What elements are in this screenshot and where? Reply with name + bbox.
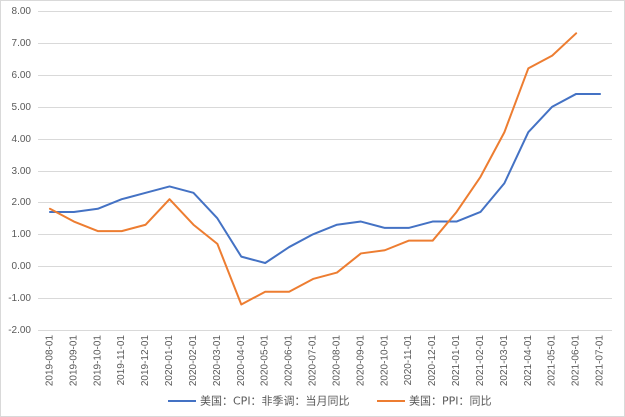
plot-area bbox=[48, 31, 602, 306]
y-tick-label: 3.00 bbox=[12, 166, 32, 177]
ppi-data-point bbox=[239, 302, 243, 306]
y-tick-label: 5.00 bbox=[12, 102, 32, 113]
ppi-data-point bbox=[144, 223, 148, 227]
x-tick-label: 2021-01-01 bbox=[451, 335, 462, 387]
cpi-data-point bbox=[407, 226, 411, 230]
ppi-data-point bbox=[72, 220, 76, 224]
y-tick-label: 7.00 bbox=[12, 38, 32, 49]
cpi-data-point bbox=[502, 181, 506, 185]
cpi-data-point bbox=[120, 197, 124, 201]
ppi-data-point bbox=[407, 239, 411, 243]
x-tick-label: 2020-06-01 bbox=[284, 335, 295, 387]
ppi-data-point bbox=[120, 229, 124, 233]
x-tick-label: 2021-03-01 bbox=[499, 335, 510, 387]
cpi-data-point bbox=[96, 207, 100, 211]
cpi-data-point bbox=[335, 223, 339, 227]
ppi-data-point bbox=[431, 239, 435, 243]
series-line-ppi bbox=[48, 32, 578, 306]
cpi-data-point bbox=[287, 245, 291, 249]
cpi-data-point bbox=[144, 191, 148, 195]
cpi-data-point bbox=[72, 210, 76, 214]
cpi-data-point bbox=[478, 210, 482, 214]
x-tick-label: 2020-07-01 bbox=[308, 335, 319, 387]
x-tick-label: 2020-09-01 bbox=[355, 335, 366, 387]
y-tick-label: 6.00 bbox=[12, 70, 32, 81]
y-tick-label: 0.00 bbox=[12, 261, 32, 272]
y-tick-label: -1.00 bbox=[8, 293, 31, 304]
x-tick-label: 2020-01-01 bbox=[164, 335, 175, 387]
x-tick-label: 2021-02-01 bbox=[475, 335, 486, 387]
legend-label-ppi: 美国：PPI：同比 bbox=[409, 395, 492, 408]
y-tick-label: 1.00 bbox=[12, 229, 32, 240]
cpi-data-point bbox=[383, 226, 387, 230]
x-tick-label: 2020-02-01 bbox=[188, 335, 199, 387]
ppi-data-point bbox=[455, 210, 459, 214]
x-tick-label: 2021-04-01 bbox=[523, 335, 534, 387]
ppi-data-point bbox=[359, 251, 363, 255]
y-axis: 8.00 7.00 6.00 5.00 4.00 3.00 2.00 1.00 0.00 -1.0… bbox=[8, 6, 31, 336]
ppi-data-point bbox=[168, 197, 172, 201]
ppi-data-point bbox=[215, 242, 219, 246]
cpi-data-point bbox=[191, 191, 195, 195]
ppi-data-point bbox=[335, 271, 339, 275]
cpi-data-point bbox=[574, 92, 578, 96]
x-tick-label: 2020-10-01 bbox=[379, 335, 390, 387]
cpi-data-point bbox=[311, 232, 315, 236]
ppi-data-point bbox=[550, 54, 554, 58]
x-tick-label: 2019-09-01 bbox=[68, 335, 79, 387]
cpi-data-point bbox=[263, 261, 267, 265]
x-axis: 2019-08-01 2019-09-01 2019-10-01 2019-11-01… bbox=[44, 335, 605, 387]
y-tick-label: 4.00 bbox=[12, 134, 32, 145]
ppi-data-point bbox=[96, 229, 100, 233]
x-tick-label: 2020-08-01 bbox=[331, 335, 342, 387]
legend-label-cpi: 美国：CPI：非季调：当月同比 bbox=[200, 394, 350, 408]
x-tick-label: 2021-07-01 bbox=[595, 335, 606, 387]
x-tick-label: 2020-04-01 bbox=[236, 335, 247, 387]
cpi-data-point bbox=[526, 130, 530, 134]
ppi-data-point bbox=[383, 248, 387, 252]
x-tick-label: 2020-12-01 bbox=[427, 335, 438, 387]
cpi-data-point bbox=[359, 220, 363, 224]
x-tick-label: 2019-11-01 bbox=[116, 335, 127, 386]
legend-item-cpi: 美国：CPI：非季调：当月同比 bbox=[168, 394, 350, 408]
x-tick-label: 2020-11-01 bbox=[403, 335, 414, 386]
ppi-data-point bbox=[478, 175, 482, 179]
cpi-data-point bbox=[168, 184, 172, 188]
x-tick-label: 2020-05-01 bbox=[260, 335, 271, 387]
cpi-data-point bbox=[239, 255, 243, 259]
cpi-data-point bbox=[215, 216, 219, 220]
x-tick-label: 2019-10-01 bbox=[92, 335, 103, 387]
ppi-data-point bbox=[574, 31, 578, 35]
ppi-data-point bbox=[502, 130, 506, 134]
ppi-data-point bbox=[311, 277, 315, 281]
legend-item-ppi: 美国：PPI：同比 bbox=[377, 395, 492, 408]
gridlines bbox=[38, 11, 612, 331]
cpi-data-point bbox=[431, 220, 435, 224]
cpi-data-point bbox=[598, 92, 602, 96]
ppi-data-point bbox=[48, 207, 52, 211]
x-tick-label: 2021-05-01 bbox=[547, 335, 558, 387]
ppi-data-point bbox=[191, 223, 195, 227]
ppi-data-point bbox=[287, 290, 291, 294]
y-tick-label: 2.00 bbox=[12, 197, 32, 208]
x-tick-label: 2019-08-01 bbox=[44, 335, 55, 387]
cpi-data-point bbox=[550, 105, 554, 109]
series-line-cpi bbox=[48, 92, 602, 265]
y-tick-label: -2.00 bbox=[8, 325, 31, 336]
y-tick-label: 8.00 bbox=[12, 6, 32, 17]
x-tick-label: 2019-12-01 bbox=[140, 335, 151, 387]
cpi-data-point bbox=[455, 220, 459, 224]
ppi-data-point bbox=[526, 66, 530, 70]
legend: 美国：CPI：非季调：当月同比 美国：PPI：同比 bbox=[168, 394, 492, 408]
ppi-data-point bbox=[263, 290, 267, 294]
x-tick-label: 2020-03-01 bbox=[212, 335, 223, 387]
x-tick-label: 2021-06-01 bbox=[571, 335, 582, 387]
